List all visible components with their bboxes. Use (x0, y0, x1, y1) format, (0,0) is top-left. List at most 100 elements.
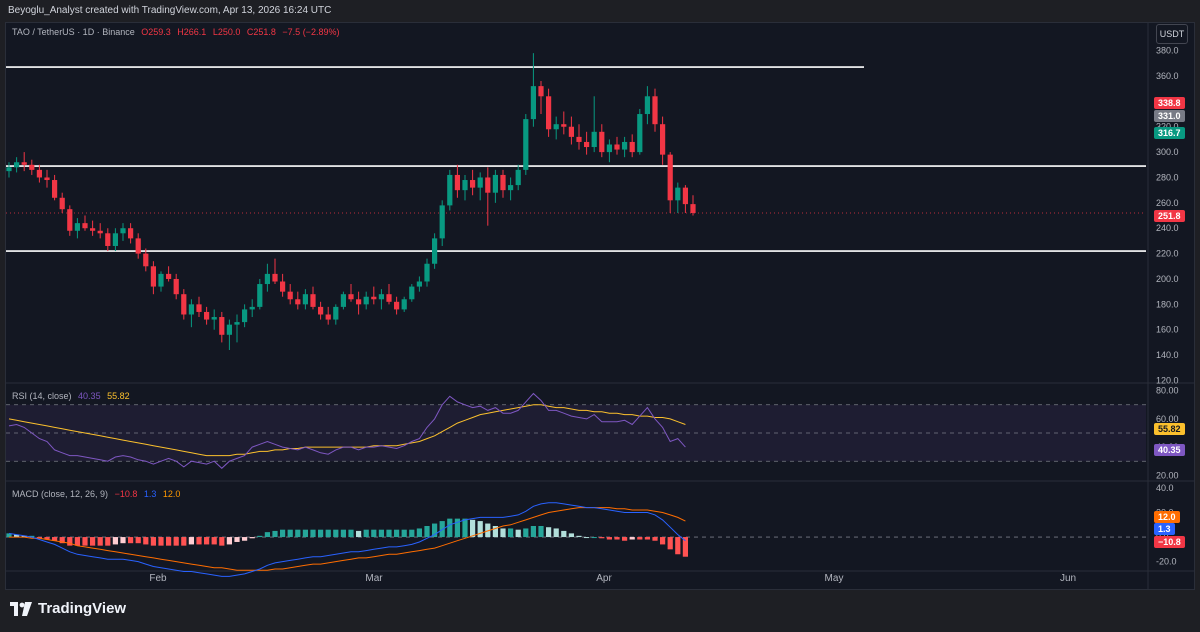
currency-button[interactable]: USDT (1156, 24, 1188, 44)
macd-axis-tick: -20.0 (1156, 557, 1177, 567)
candle-body (196, 304, 202, 312)
candle-body (629, 141, 635, 153)
macd-histogram-bar (568, 533, 574, 538)
rsi-title: RSI (14, close) (12, 391, 72, 401)
macd-histogram-bar (280, 529, 286, 538)
macd-histogram-bar (356, 530, 362, 538)
candle-body (59, 197, 65, 210)
macd-histogram-bar (386, 529, 392, 538)
macd-histogram-bar (652, 537, 658, 541)
symbol-name: TAO / TetherUS · 1D · Binance (12, 27, 135, 37)
candle-body (492, 174, 498, 193)
macd-histogram-bar (97, 537, 103, 546)
rsi-axis-tick: 80.00 (1156, 386, 1179, 396)
candle-body (447, 174, 453, 206)
candle-body (660, 124, 666, 155)
candle-body (454, 174, 460, 191)
macd-histogram-bar (523, 528, 529, 538)
candle-body (52, 180, 58, 198)
tradingview-logo-icon (10, 601, 32, 616)
macd-histogram-bar (340, 529, 346, 538)
candle-body (181, 294, 187, 315)
candle-body (356, 299, 362, 305)
candle-body (538, 86, 544, 97)
macd-histogram-bar (416, 528, 422, 538)
candle-body (637, 114, 643, 153)
macd-histogram-bar (6, 533, 12, 538)
macd-histogram-bar (257, 535, 263, 538)
candle-body (21, 162, 27, 165)
candle-body (128, 228, 134, 239)
candle-body (325, 314, 331, 320)
macd-histogram-bar (128, 537, 134, 544)
price-axis-tick: 360.0 (1156, 71, 1179, 81)
candle-body (462, 180, 468, 191)
macd-histogram-bar (211, 537, 217, 545)
macd-hist-value: 12.0 (162, 489, 181, 499)
candle-body (401, 299, 407, 310)
macd-title: MACD (close, 12, 26, 9) (12, 489, 109, 499)
price-axis-tick: 140.0 (1156, 350, 1179, 360)
macd-histogram-bar (112, 537, 118, 545)
rsi-axis-label: 40.35 (1154, 444, 1185, 456)
chart-attribution: Beyoglu_Analyst created with TradingView… (8, 5, 332, 16)
macd-histogram-bar (242, 537, 248, 541)
macd-histogram-bar (226, 537, 232, 545)
candle-body (591, 131, 597, 148)
candle-body (576, 136, 582, 142)
macd-histogram-bar (363, 529, 369, 538)
symbol-legend: TAO / TetherUS · 1D · Binance O259.3 H26… (12, 27, 343, 37)
legend-high: H266.1 (177, 27, 207, 37)
macd-histogram-bar (150, 537, 156, 546)
rsi-axis-tick: 20.00 (1156, 470, 1179, 480)
macd-histogram-bar (310, 529, 316, 538)
macd-histogram-bar (675, 537, 681, 555)
price-axis-tick: 200.0 (1156, 274, 1179, 284)
candle-body (29, 164, 35, 170)
macd-signal-axis-label: 1.3 (1154, 523, 1175, 535)
chart-area[interactable]: 380.0360.0340.0320.0300.0280.0260.0240.0… (5, 22, 1195, 590)
candle-body (584, 141, 590, 148)
macd-histogram-bar (325, 529, 331, 538)
macd-histogram-bar (105, 537, 111, 546)
candle-body (667, 154, 673, 201)
candle-body (264, 273, 270, 285)
candle-body (568, 126, 574, 137)
price-label-high: 338.8 (1154, 97, 1185, 109)
macd-histogram-bar (90, 537, 96, 546)
macd-histogram-bar (181, 537, 187, 546)
rsi-value: 40.35 (78, 391, 101, 401)
macd-histogram-bar (295, 529, 301, 538)
macd-histogram-bar (682, 537, 688, 557)
candle-body (211, 317, 217, 320)
macd-histogram-bar (538, 526, 544, 538)
macd-histogram-bar (439, 521, 445, 538)
candle-body (439, 205, 445, 239)
candle-body (599, 131, 605, 153)
legend-close: C251.8 (246, 27, 276, 37)
macd-histogram-bar (59, 537, 65, 544)
macd-histogram-bar (394, 529, 400, 538)
macd-histogram-bar (454, 518, 460, 538)
macd-histogram-bar (462, 518, 468, 538)
candle-body (652, 96, 658, 125)
rsi-line (8, 392, 686, 469)
macd-legend: MACD (close, 12, 26, 9) −10.8 1.3 12.0 (12, 489, 184, 499)
macd-histogram-bar (188, 537, 194, 545)
macd-histogram-bar (599, 537, 605, 539)
candle-body (371, 296, 377, 300)
chart-canvas[interactable]: 380.0360.0340.0320.0300.0280.0260.0240.0… (6, 23, 1194, 589)
last-price-label: 251.8 (1154, 210, 1185, 222)
macd-histogram-bar (36, 537, 42, 539)
candle-body (287, 291, 293, 300)
top-bar: Beyoglu_Analyst created with TradingView… (0, 0, 1200, 22)
candle-body (409, 286, 415, 300)
macd-histogram-bar (82, 537, 88, 546)
price-axis-tick: 160.0 (1156, 325, 1179, 335)
macd-histogram-bar (485, 523, 491, 538)
macd-histogram-bar (264, 532, 270, 538)
candle-body (333, 306, 339, 320)
candle-body (500, 174, 506, 191)
tradingview-logo[interactable]: TradingView (10, 600, 126, 617)
macd-line (8, 502, 686, 577)
